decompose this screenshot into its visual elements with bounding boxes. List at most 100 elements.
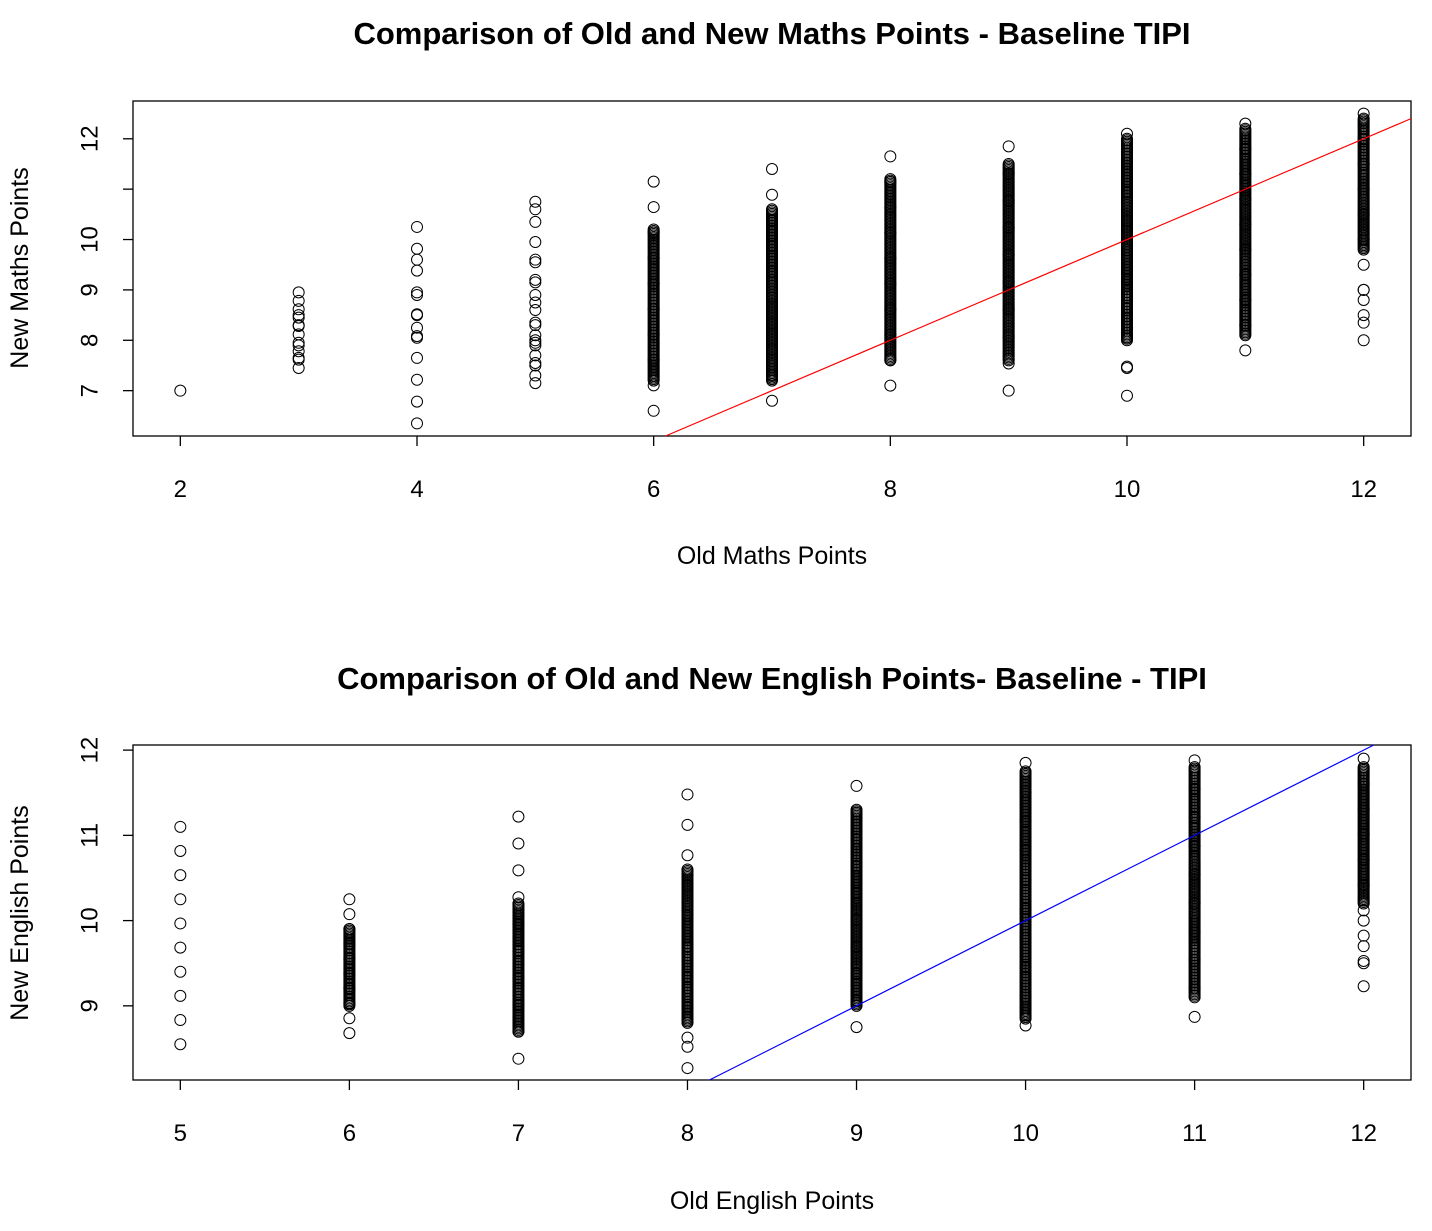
maths-x-axis: 2 4 6 8 10 12 bbox=[174, 436, 1377, 503]
maths-x-tick-label: 12 bbox=[1350, 476, 1377, 503]
maths-points bbox=[174, 107, 1370, 430]
maths-point bbox=[647, 201, 660, 214]
english-point bbox=[512, 810, 525, 823]
maths-plot-frame bbox=[132, 100, 1412, 437]
maths-y-label: New Maths Points bbox=[6, 167, 34, 368]
maths-panel: Comparison of Old and New Maths Points -… bbox=[6, 16, 1412, 570]
maths-x-tick-label: 10 bbox=[1114, 476, 1141, 503]
maths-point bbox=[529, 273, 542, 286]
maths-x-tick-label: 2 bbox=[174, 476, 187, 503]
english-point bbox=[174, 1038, 187, 1051]
english-x-tick-label: 12 bbox=[1350, 1120, 1377, 1147]
english-point bbox=[1357, 957, 1370, 970]
maths-point bbox=[529, 203, 542, 216]
maths-point bbox=[292, 339, 305, 352]
maths-point bbox=[529, 195, 542, 208]
english-point bbox=[681, 849, 694, 862]
maths-point bbox=[529, 256, 542, 269]
english-point bbox=[850, 779, 863, 792]
maths-y-tick-label: 9 bbox=[76, 283, 103, 296]
maths-point bbox=[1239, 344, 1252, 357]
english-reference-line bbox=[709, 744, 1375, 1081]
english-point bbox=[1357, 929, 1370, 942]
english-point bbox=[681, 1031, 694, 1044]
english-point bbox=[174, 1014, 187, 1027]
maths-point bbox=[766, 163, 778, 176]
maths-y-tick-label: 10 bbox=[76, 226, 103, 253]
english-point bbox=[343, 1012, 356, 1025]
maths-point bbox=[292, 286, 305, 299]
english-x-tick-label: 5 bbox=[174, 1120, 187, 1147]
maths-point bbox=[292, 319, 305, 332]
maths-x-tick-label: 4 bbox=[410, 476, 423, 503]
maths-point bbox=[1357, 112, 1370, 125]
maths-point bbox=[1357, 258, 1370, 271]
maths-point bbox=[529, 369, 542, 382]
english-point bbox=[1357, 914, 1370, 927]
english-y-label: New English Points bbox=[6, 805, 34, 1020]
english-plot-frame bbox=[132, 744, 1412, 1081]
maths-point bbox=[292, 294, 305, 307]
english-x-tick-label: 9 bbox=[850, 1120, 863, 1147]
maths-point bbox=[1357, 316, 1370, 329]
maths-point bbox=[411, 417, 423, 430]
english-point bbox=[681, 863, 694, 876]
maths-point bbox=[529, 334, 542, 347]
maths-point bbox=[529, 236, 542, 249]
maths-point bbox=[529, 356, 542, 369]
maths-point bbox=[411, 373, 423, 386]
maths-point bbox=[1357, 283, 1370, 296]
english-point bbox=[343, 923, 356, 936]
maths-point bbox=[647, 404, 660, 417]
maths-point bbox=[292, 361, 305, 374]
english-x-label: Old English Points bbox=[670, 1187, 874, 1215]
english-point bbox=[681, 1062, 694, 1075]
maths-reference-line bbox=[665, 118, 1412, 437]
maths-point bbox=[1002, 140, 1015, 153]
maths-point bbox=[411, 253, 423, 266]
maths-point bbox=[529, 329, 542, 342]
maths-point bbox=[292, 351, 305, 364]
english-y-tick-label: 9 bbox=[76, 999, 103, 1012]
english-point bbox=[1357, 980, 1370, 993]
maths-point bbox=[411, 286, 423, 299]
english-point bbox=[174, 893, 187, 906]
english-y-tick-label: 11 bbox=[76, 823, 103, 848]
maths-point bbox=[292, 311, 305, 324]
maths-point bbox=[529, 349, 542, 362]
english-point bbox=[1188, 1010, 1201, 1023]
maths-point bbox=[884, 150, 897, 163]
maths-x-tick-label: 8 bbox=[884, 476, 897, 503]
maths-point bbox=[529, 276, 542, 289]
maths-point bbox=[884, 379, 897, 392]
maths-point bbox=[766, 188, 778, 201]
english-point bbox=[343, 908, 356, 921]
maths-point bbox=[411, 308, 423, 321]
english-point bbox=[1019, 756, 1032, 769]
english-point bbox=[512, 1052, 525, 1065]
maths-point bbox=[174, 384, 187, 397]
english-point bbox=[343, 893, 356, 906]
maths-point bbox=[411, 242, 423, 255]
english-point bbox=[1019, 765, 1032, 778]
english-point bbox=[174, 820, 187, 833]
english-point bbox=[174, 869, 187, 882]
maths-point bbox=[292, 303, 305, 316]
english-point bbox=[174, 844, 187, 857]
maths-point bbox=[1357, 309, 1370, 322]
maths-point bbox=[529, 377, 542, 390]
english-y-tick-label: 10 bbox=[76, 907, 103, 934]
english-point bbox=[512, 837, 525, 850]
maths-point bbox=[529, 339, 542, 352]
maths-point bbox=[292, 336, 305, 349]
maths-point bbox=[529, 316, 542, 329]
english-point bbox=[1357, 752, 1370, 765]
maths-point bbox=[529, 215, 542, 228]
english-point bbox=[174, 941, 187, 954]
english-point bbox=[174, 917, 187, 930]
maths-point bbox=[529, 296, 542, 309]
english-y-tick-label: 12 bbox=[76, 737, 103, 764]
maths-point bbox=[884, 173, 897, 186]
maths-point bbox=[292, 309, 305, 322]
